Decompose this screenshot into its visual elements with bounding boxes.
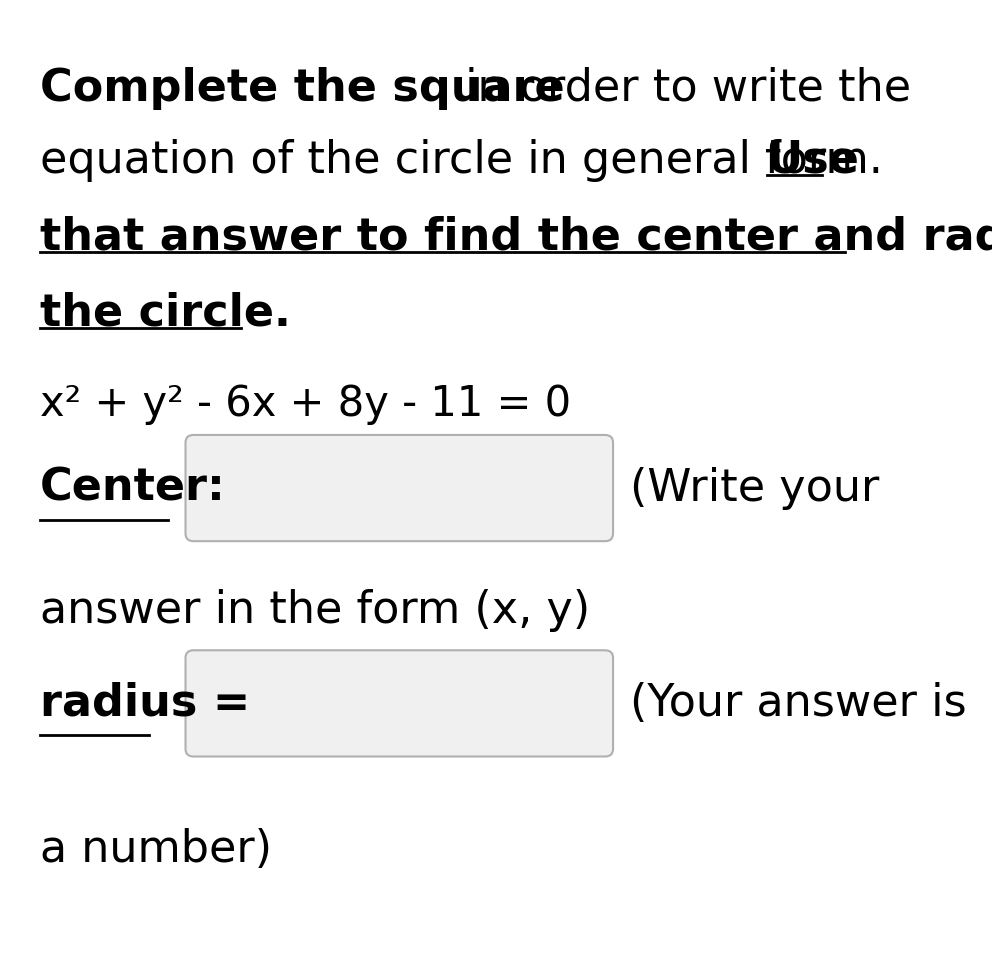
Text: Center:: Center: <box>40 467 225 509</box>
Text: (Write your: (Write your <box>630 467 879 509</box>
Text: in order to write the: in order to write the <box>451 67 912 110</box>
Text: Complete the square: Complete the square <box>40 67 564 110</box>
Text: the circle.: the circle. <box>40 292 291 335</box>
Text: that answer to find the center and radius of: that answer to find the center and radiu… <box>40 215 992 258</box>
FancyBboxPatch shape <box>186 651 613 756</box>
Text: radius =: radius = <box>40 682 250 724</box>
Text: a number): a number) <box>40 828 272 871</box>
Text: answer in the form (x, y): answer in the form (x, y) <box>40 589 590 632</box>
Text: equation of the circle in general form.: equation of the circle in general form. <box>40 139 911 182</box>
Text: (Your answer is: (Your answer is <box>630 682 966 724</box>
Text: x² + y² - 6x + 8y - 11 = 0: x² + y² - 6x + 8y - 11 = 0 <box>40 383 570 425</box>
Text: Use: Use <box>767 139 860 182</box>
FancyBboxPatch shape <box>186 434 613 541</box>
